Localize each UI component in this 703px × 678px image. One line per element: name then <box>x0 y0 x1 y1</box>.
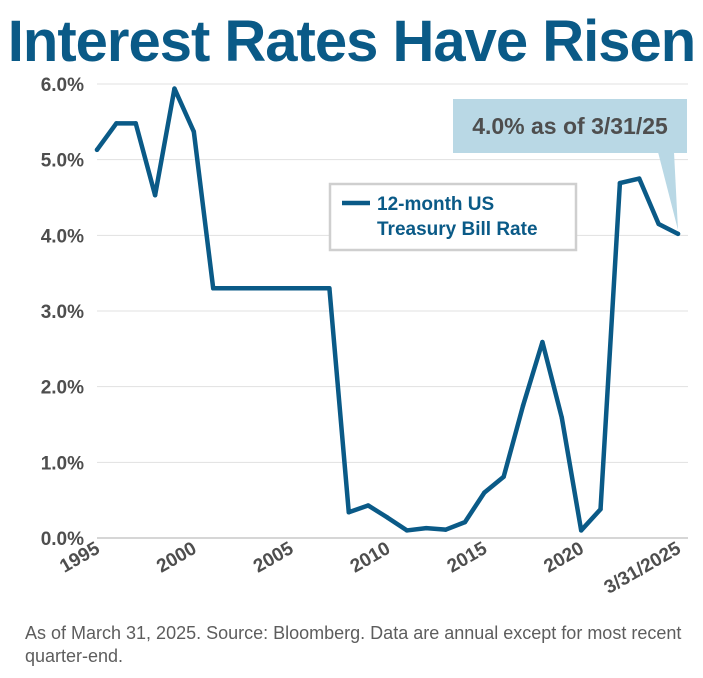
x-tick-label: 2005 <box>250 538 297 578</box>
y-tick-label: 3.0% <box>41 302 84 323</box>
y-tick-label: 2.0% <box>41 378 84 399</box>
x-tick-label: 3/31/2025 <box>601 538 685 599</box>
y-tick-label: 6.0% <box>41 75 84 96</box>
callout-text: 4.0% as of 3/31/25 <box>472 113 668 139</box>
series-line <box>94 86 681 533</box>
data-point <box>365 503 371 508</box>
callout-box <box>453 99 687 153</box>
x-tick-label: 2010 <box>347 538 394 577</box>
data-point <box>114 121 119 126</box>
data-point <box>424 525 429 531</box>
data-point <box>191 129 197 134</box>
data-point <box>385 515 390 520</box>
data-point <box>520 403 526 408</box>
data-point <box>675 231 681 237</box>
y-tick-label: 1.0% <box>41 453 84 474</box>
chart-title: Interest Rates Have Risen <box>7 9 696 74</box>
data-point <box>172 86 177 91</box>
data-point <box>346 510 351 515</box>
data-point <box>404 528 410 533</box>
x-tick-label: 2015 <box>444 538 491 578</box>
data-point <box>617 180 623 186</box>
data-point <box>443 527 448 532</box>
data-point <box>598 507 603 512</box>
data-point <box>152 193 158 198</box>
legend-label-line-1: 12-month US <box>377 194 494 215</box>
data-point <box>462 519 468 525</box>
y-axis-tick-labels: 0.0% 1.0% 2.0% 3.0% 4.0% 5.0% 6.0% <box>41 75 84 550</box>
y-tick-label: 5.0% <box>41 151 84 172</box>
data-point <box>540 339 545 345</box>
data-point <box>249 286 255 291</box>
callout-pointer <box>658 152 678 230</box>
x-tick-label: 2020 <box>541 538 588 577</box>
data-point <box>578 528 584 533</box>
data-point <box>637 176 642 181</box>
legend-label-line-2: Treasury Bill Rate <box>377 219 538 240</box>
data-point <box>94 147 100 153</box>
y-tick-label: 4.0% <box>41 226 84 247</box>
x-axis-tick-labels: 1995 2000 2005 2010 2015 2020 3/31/2025 <box>56 538 684 599</box>
data-point <box>656 221 661 227</box>
data-point <box>501 474 506 479</box>
callout-annotation: 4.0% as of 3/31/25 <box>453 99 687 230</box>
data-point <box>559 415 564 420</box>
data-point <box>307 286 313 291</box>
data-point <box>133 121 138 126</box>
data-point <box>269 286 274 291</box>
x-tick-label: 2000 <box>153 538 200 577</box>
data-point <box>211 286 216 291</box>
legend-box <box>328 182 578 252</box>
data-point <box>288 286 293 291</box>
series-lines <box>94 86 681 533</box>
footnote: As of March 31, 2025. Source: Bloomberg.… <box>25 623 682 666</box>
data-point <box>230 286 235 291</box>
data-point <box>482 490 487 495</box>
y-tick-label: 0.0% <box>41 529 84 550</box>
legend: 12-month US Treasury Bill Rate <box>328 182 578 252</box>
data-point <box>327 286 332 291</box>
